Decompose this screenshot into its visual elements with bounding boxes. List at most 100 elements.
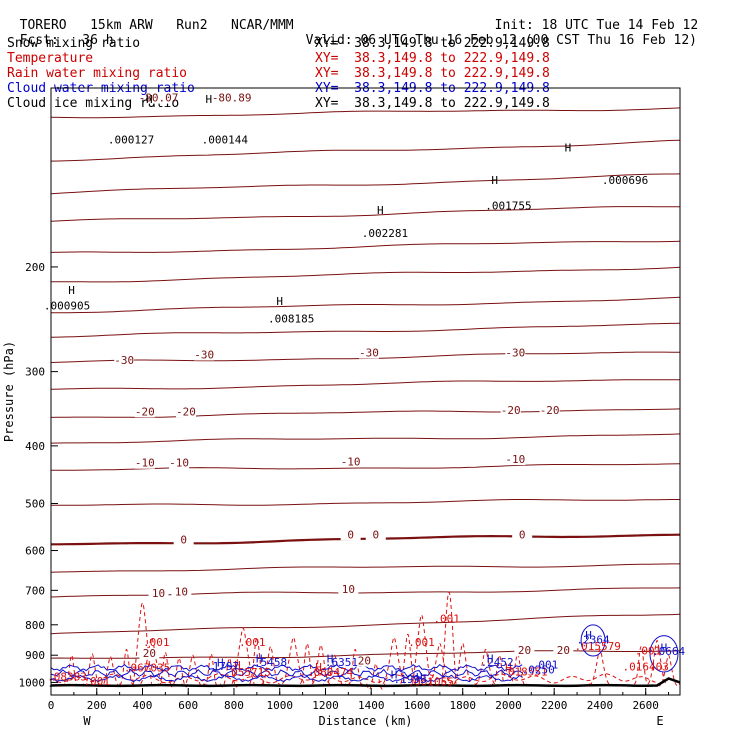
isotherm-m5 bbox=[51, 499, 680, 506]
isotherm-m60 bbox=[50, 173, 681, 195]
isotherm-label: 10 bbox=[342, 583, 355, 596]
xy-snow: XY= 38.3,149.8 to 222.9,149.8 bbox=[315, 36, 550, 51]
isotherm-m20 bbox=[50, 408, 681, 418]
cloud-water-label: .0250 bbox=[522, 664, 555, 677]
isotherm-label: 10 bbox=[152, 587, 165, 600]
x-tick-label: 1800 bbox=[449, 699, 476, 712]
isotherm-m45 bbox=[51, 266, 681, 283]
isotherm-m50 bbox=[50, 240, 681, 253]
snow-max-marker: H bbox=[206, 93, 213, 106]
rain-contour bbox=[299, 642, 315, 685]
x-tick-label: 800 bbox=[224, 699, 244, 712]
rain-label: .016403 bbox=[623, 661, 669, 674]
cloud-water-contour bbox=[649, 635, 679, 673]
rain-contour bbox=[323, 654, 347, 687]
cloud-water-label: .2364 bbox=[577, 633, 610, 646]
isotherm-10 bbox=[50, 587, 681, 598]
isotherm-label: -30 bbox=[114, 354, 134, 367]
isotherm-label: -20 bbox=[135, 405, 155, 418]
cloud-water-max-marker: H bbox=[585, 629, 592, 642]
terrain-surface bbox=[49, 677, 681, 688]
y-tick-label: 800 bbox=[25, 619, 45, 632]
rain-contour bbox=[181, 654, 205, 687]
isotherm-label: 0 bbox=[519, 528, 526, 541]
isotherm-m40 bbox=[51, 296, 681, 314]
rain-contour bbox=[366, 663, 386, 690]
label-bg bbox=[514, 645, 535, 657]
legend-snow: Snow mixing ratio bbox=[7, 36, 141, 51]
rain-label: .055715 bbox=[225, 666, 271, 679]
isotherm-m55 bbox=[50, 206, 680, 222]
isotherm-label: -10 bbox=[341, 456, 361, 469]
rain-label: .08383 bbox=[47, 670, 87, 683]
cloud-water-contour bbox=[580, 624, 606, 657]
x-axis-label: Distance (km) bbox=[319, 714, 413, 728]
isotherm-label: -30 bbox=[359, 347, 379, 360]
rain-max-marker: H bbox=[315, 661, 322, 674]
rain-max-marker: H bbox=[505, 661, 512, 674]
isotherm-lines bbox=[50, 107, 681, 659]
rain-label: .060474 bbox=[307, 666, 354, 679]
fcst-label: Fcst: bbox=[19, 33, 59, 48]
rain-contour bbox=[441, 591, 457, 684]
label-bg bbox=[221, 92, 242, 104]
cloud-water-label: .1993 bbox=[394, 673, 427, 686]
model-org: NCAR/MMM bbox=[231, 18, 294, 33]
label-bg bbox=[114, 354, 135, 366]
rain-label: .015579 bbox=[574, 640, 620, 653]
isotherm-label: -20 bbox=[501, 404, 521, 417]
label-bg bbox=[505, 347, 526, 359]
fcst-hours: 36 h bbox=[82, 33, 114, 48]
isotherm-label: -30 bbox=[194, 348, 214, 361]
x-tick-label: 1600 bbox=[404, 699, 431, 712]
x-tick-label: 1000 bbox=[266, 699, 293, 712]
rain-contour bbox=[231, 627, 255, 684]
header-init: Init: 18 UTC Tue 14 Feb 12 bbox=[479, 3, 699, 33]
header-valid: Valid: 06 UTC Thu 16 Feb 12 (00 CST Thu … bbox=[290, 18, 697, 48]
rain-contour bbox=[647, 639, 667, 685]
valid-time: 06 UTC Thu 16 Feb 12 (00 CST Thu 16 Feb … bbox=[360, 33, 697, 48]
rain-contour bbox=[311, 644, 331, 685]
rain-contour bbox=[633, 645, 649, 685]
isotherm-label: -10 bbox=[505, 453, 525, 466]
isotherm-0 bbox=[51, 533, 681, 546]
label-bg bbox=[134, 406, 155, 418]
label-bg bbox=[505, 454, 526, 466]
cloud-water-label: .6351 bbox=[325, 656, 358, 669]
rain-contour bbox=[347, 648, 363, 685]
cloud-water-contour bbox=[50, 663, 523, 672]
snow-label: .000905 bbox=[44, 300, 90, 313]
label-bg bbox=[354, 655, 375, 667]
isotherm-label: 0 bbox=[180, 534, 187, 547]
cloud-water-max-marker: H bbox=[416, 671, 423, 684]
isotherm-label: -80.07 bbox=[139, 92, 179, 105]
isotherm-5 bbox=[50, 563, 680, 573]
rain-label: .018551 bbox=[501, 665, 547, 678]
label-bg bbox=[500, 404, 521, 416]
cloud-water-label: .0664 bbox=[652, 645, 685, 658]
snow-max-marker: H bbox=[146, 93, 153, 106]
x-tick-label: 1200 bbox=[312, 699, 339, 712]
isotherm-label: -30 bbox=[505, 347, 525, 360]
cloud-water-max-marker: H bbox=[327, 652, 334, 665]
cloud-water-contour bbox=[50, 668, 523, 678]
contour-labels: -80.07 -80.89 -30 -30 -30 -30 -20 -20 -20 -20 -10 -… bbox=[44, 92, 686, 689]
isotherm-m15 bbox=[50, 433, 681, 444]
y-tick-label: 300 bbox=[25, 366, 45, 379]
rain-contour bbox=[588, 648, 612, 685]
valid-label: Valid: bbox=[305, 33, 353, 48]
label-bg bbox=[169, 457, 190, 469]
snow-max-marker: H bbox=[276, 295, 283, 308]
model-name: TORERO bbox=[19, 18, 67, 33]
isotherm-label: -10 bbox=[169, 457, 189, 470]
label-bg bbox=[139, 648, 160, 660]
snow-label: .008185 bbox=[268, 312, 314, 325]
x-tick-label: 2400 bbox=[587, 699, 614, 712]
isotherm-label: 20 bbox=[358, 655, 371, 668]
snow-label: .001755 bbox=[485, 199, 531, 212]
snow-max-marker: H bbox=[68, 284, 75, 297]
rain-label: .001 bbox=[635, 644, 662, 657]
isotherm-label: -20 bbox=[176, 405, 196, 418]
label-bg bbox=[134, 457, 155, 469]
rain-contour bbox=[261, 645, 281, 685]
